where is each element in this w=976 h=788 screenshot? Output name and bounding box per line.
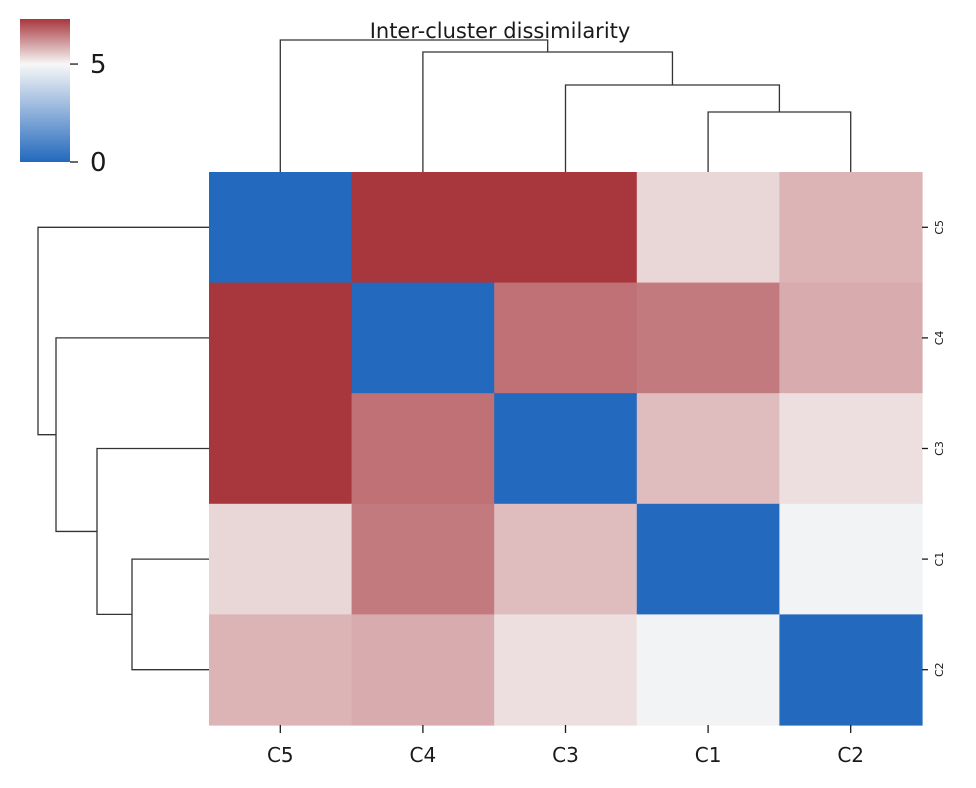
heatmap-cell	[494, 503, 638, 615]
y-axis-ticks: C5 C4 C3 C1 C2	[922, 220, 946, 677]
heatmap-cell	[779, 393, 923, 505]
heatmap-grid	[209, 172, 923, 726]
dendrogram-link	[37, 226, 209, 436]
y-tick-label: C1	[933, 552, 946, 567]
dendrogram-link	[55, 337, 209, 533]
heatmap-cell	[494, 393, 638, 505]
heatmap-cell	[209, 393, 353, 505]
heatmap-cell	[779, 172, 923, 284]
y-tick-label: C5	[933, 220, 946, 235]
heatmap-cell	[351, 503, 495, 615]
heatmap-cell	[351, 282, 495, 394]
heatmap-cell	[209, 172, 353, 284]
dendrogram-link	[564, 84, 781, 172]
dendrogram-link	[279, 39, 549, 172]
heatmap-cell	[494, 614, 638, 726]
heatmap-cell	[209, 614, 353, 726]
x-tick-label: C4	[410, 743, 437, 767]
column-dendrogram	[279, 39, 852, 172]
y-tick-label: C3	[933, 441, 946, 456]
heatmap-cell	[494, 172, 638, 284]
colorbar-gradient	[20, 19, 70, 162]
heatmap-cell	[636, 282, 780, 394]
row-dendrogram	[37, 226, 209, 671]
chart-title: Inter-cluster dissimilarity	[370, 19, 631, 43]
heatmap-cell	[351, 393, 495, 505]
heatmap-cell	[209, 282, 353, 394]
x-tick-label: C1	[695, 743, 722, 767]
heatmap-cell	[636, 393, 780, 505]
dendrogram-link	[131, 558, 209, 671]
dendrogram-link	[96, 447, 209, 616]
colorbar-tick-label: 0	[90, 148, 107, 178]
colorbar-tick-label: 5	[90, 50, 107, 80]
heatmap-cell	[351, 614, 495, 726]
heatmap-cell	[636, 614, 780, 726]
y-tick-label: C2	[933, 662, 946, 677]
x-tick-label: C2	[837, 743, 864, 767]
y-tick-label: C4	[933, 331, 946, 346]
heatmap-cell	[351, 172, 495, 284]
colorbar: 05	[20, 19, 107, 178]
heatmap-cell	[636, 503, 780, 615]
x-tick-label: C5	[267, 743, 294, 767]
heatmap-cell	[779, 503, 923, 615]
x-tick-label: C3	[552, 743, 579, 767]
heatmap-cell	[636, 172, 780, 284]
heatmap-cell	[209, 503, 353, 615]
x-axis-ticks: C5 C4 C3 C1 C2	[267, 725, 864, 767]
dendrogram-link	[707, 111, 852, 172]
dendrogram-link	[422, 51, 674, 172]
heatmap-cell	[779, 282, 923, 394]
heatmap-cell	[779, 614, 923, 726]
heatmap-cell	[494, 282, 638, 394]
